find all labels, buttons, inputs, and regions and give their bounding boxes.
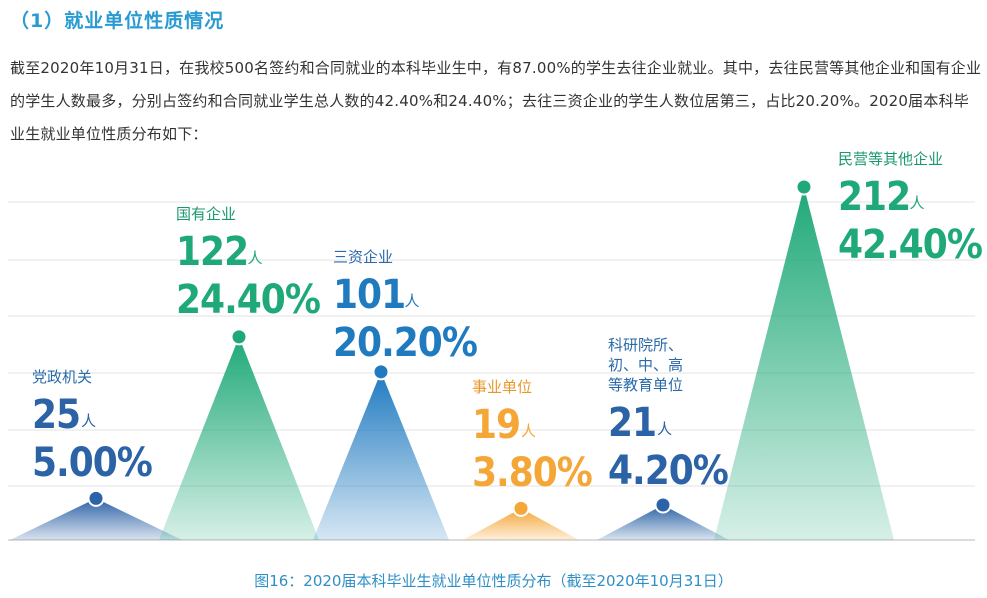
unit-label-2: 人: [405, 292, 420, 310]
chart-peaks: [10, 178, 894, 540]
unit-label-3: 人: [521, 422, 536, 440]
unit-label-5: 人: [910, 194, 925, 212]
peak-1: [159, 336, 319, 540]
count-label-1: 122: [176, 229, 248, 275]
category-label-0: 党政机关: [32, 368, 92, 386]
unit-label-1: 人: [248, 249, 263, 267]
count-label-0: 25: [32, 392, 80, 438]
peak-4: [597, 505, 729, 540]
category-label-3: 事业单位: [472, 378, 532, 396]
unit-label-4: 人: [657, 420, 672, 438]
percent-label-1: 24.40%: [176, 277, 320, 323]
peak-dot-1: [230, 328, 248, 346]
unit-label-0: 人: [81, 412, 96, 430]
count-label-2: 101: [333, 272, 405, 318]
intro-paragraph: 截至2020年10月31日，在我校500名签约和合同就业的本科毕业生中，有87.…: [10, 59, 982, 143]
percent-label-4: 4.20%: [608, 448, 728, 494]
peak-2: [313, 371, 449, 540]
category-label-2: 三资企业: [333, 248, 393, 266]
peak-dot-0: [87, 489, 105, 507]
category-label-4: 等教育单位: [608, 376, 683, 394]
count-label-4: 21: [608, 400, 656, 446]
peak-0: [10, 498, 182, 540]
peak-dot-5: [795, 178, 813, 196]
peak-5: [714, 187, 894, 540]
category-label-1: 国有企业: [176, 205, 236, 223]
category-label-4: 科研院所、: [608, 336, 683, 354]
figure-caption: 图16：2020届本科毕业生就业单位性质分布（截至2020年10月31日）: [254, 572, 733, 590]
peak-dot-3: [512, 499, 530, 517]
count-label-5: 212: [838, 174, 910, 220]
percent-label-0: 5.00%: [32, 440, 152, 486]
peak-dot-2: [372, 363, 390, 381]
percent-label-5: 42.40%: [838, 222, 982, 268]
peak-3: [463, 508, 579, 540]
peak-dot-4: [654, 496, 672, 514]
section-title: （1）就业单位性质情况: [10, 10, 225, 32]
percent-label-2: 20.20%: [333, 320, 477, 366]
category-label-5: 民营等其他企业: [838, 150, 943, 168]
count-label-3: 19: [472, 402, 520, 448]
percent-label-3: 3.80%: [472, 450, 592, 496]
category-label-4: 初、中、高: [608, 356, 683, 374]
